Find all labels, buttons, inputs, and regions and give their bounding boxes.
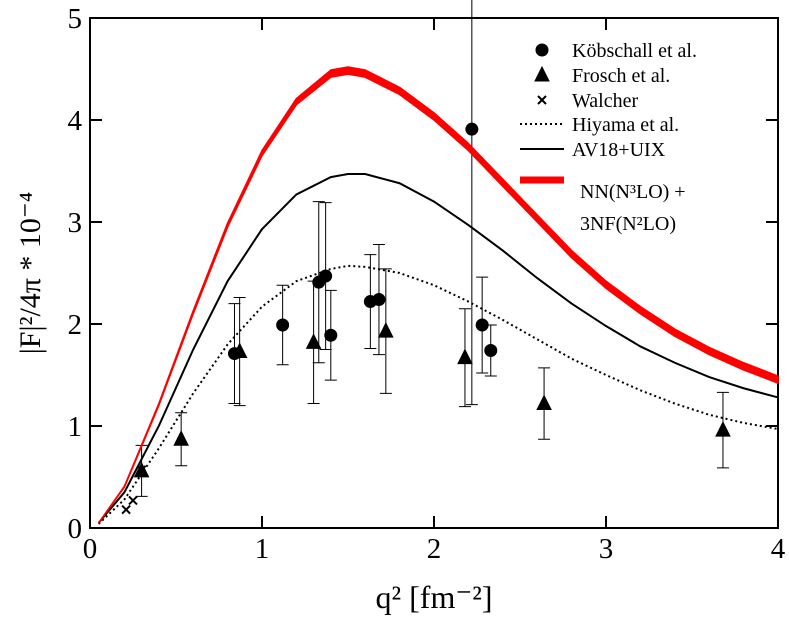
data-point <box>715 420 731 437</box>
curve <box>97 173 779 524</box>
error-bar <box>465 0 478 406</box>
data-point <box>378 322 394 338</box>
data-point <box>121 504 131 515</box>
y-tick-label: 5 <box>68 3 83 35</box>
plot-frame <box>89 17 779 529</box>
data-point <box>231 342 248 359</box>
data-point <box>136 465 147 475</box>
y-axis-label: |F|²/4π * 10⁻⁴ <box>14 192 47 354</box>
x-tick-label: 4 <box>771 533 786 565</box>
x-axis-label: q² [fm⁻²] <box>376 579 493 615</box>
legend-label: AV18+UIX <box>572 139 666 161</box>
y-tick-label: 4 <box>68 105 83 137</box>
data-point <box>324 328 338 342</box>
data-point <box>305 333 322 349</box>
legend-marker <box>535 43 549 57</box>
curve <box>97 264 779 525</box>
data-point <box>276 318 290 332</box>
legend-label: Frosch et al. <box>572 65 670 87</box>
x-tick-label: 3 <box>599 533 614 565</box>
data-point <box>457 348 473 365</box>
data-point <box>536 394 552 411</box>
data-point <box>128 495 138 506</box>
x-tick-label: 2 <box>427 533 442 565</box>
y-tick-label: 3 <box>68 207 83 239</box>
data-point <box>484 344 498 358</box>
data-point <box>173 430 189 446</box>
x-tick-label: 0 <box>83 533 98 565</box>
legend-label: Walcher <box>572 90 638 112</box>
band <box>97 66 779 524</box>
y-tick-label: 0 <box>68 513 83 545</box>
legend-label: Hiyama et al. <box>572 114 679 136</box>
data-point <box>465 122 479 136</box>
legend-label: Köbschall et al. <box>572 40 697 62</box>
data-point <box>319 269 333 283</box>
x-tick-label: 1 <box>255 533 270 565</box>
legend-label: NN(N³LO) + 3NF(N²LO) <box>580 181 686 235</box>
data-point <box>372 293 386 307</box>
legend-marker <box>534 65 550 82</box>
legend-marker <box>537 95 547 105</box>
y-tick-label: 1 <box>68 411 83 443</box>
y-tick-label: 2 <box>68 309 83 341</box>
